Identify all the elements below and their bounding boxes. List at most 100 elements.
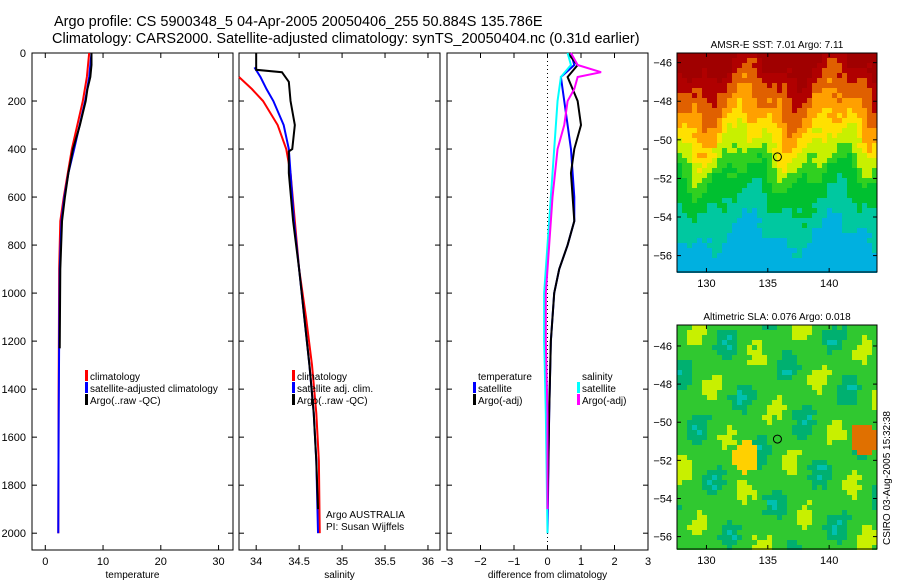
map-cell [742, 430, 747, 435]
map-cell [677, 133, 682, 138]
map-cell [767, 470, 772, 475]
map-cell [862, 470, 867, 475]
map-cell [752, 108, 757, 113]
map-cell [867, 193, 872, 198]
map-cell [817, 480, 822, 485]
map-cell [802, 173, 807, 178]
map-cell [762, 128, 767, 133]
map-cell [732, 525, 737, 530]
map-cell [757, 385, 762, 390]
map-cell [742, 123, 747, 128]
map-cell [687, 188, 692, 193]
map-cell [822, 113, 827, 118]
map-cell [717, 108, 722, 113]
map-cell [692, 83, 697, 88]
map-cell [727, 208, 732, 213]
map-cell [837, 73, 842, 78]
map-cell [837, 485, 842, 490]
map-cell [802, 108, 807, 113]
map-cell [767, 520, 772, 525]
map-cell [767, 133, 772, 138]
map-cell [827, 485, 832, 490]
map-cell [802, 198, 807, 203]
map-cell [707, 515, 712, 520]
map-cell [782, 153, 787, 158]
map-cell [747, 63, 752, 68]
map-cell [747, 108, 752, 113]
map-cell [792, 88, 797, 93]
map-cell [857, 163, 862, 168]
map-cell [867, 68, 872, 73]
map-cell [802, 103, 807, 108]
map-cell [832, 370, 837, 375]
map-cell [747, 223, 752, 228]
map-cell [817, 500, 822, 505]
map-cell [692, 163, 697, 168]
map-cell [822, 485, 827, 490]
map-cell [827, 345, 832, 350]
map-cell [822, 345, 827, 350]
map-cell [812, 450, 817, 455]
map-cell [767, 430, 772, 435]
map-cell [692, 78, 697, 83]
map-cell [717, 520, 722, 525]
map-cell [792, 505, 797, 510]
map-cell [807, 505, 812, 510]
map-cell [697, 258, 702, 263]
map-cell [727, 535, 732, 540]
x-tick-label: −2 [474, 556, 487, 568]
map-cell [772, 545, 777, 550]
map-cell [697, 123, 702, 128]
map-cell [817, 540, 822, 545]
map-cell [797, 355, 802, 360]
map-cell [777, 340, 782, 345]
map-cell [832, 108, 837, 113]
map-cell [777, 98, 782, 103]
map-cell [797, 258, 802, 263]
map-cell [747, 450, 752, 455]
map-cell [807, 88, 812, 93]
map-cell [747, 148, 752, 153]
map-cell [677, 415, 682, 420]
map-cell [857, 143, 862, 148]
map-cell [817, 465, 822, 470]
map-cell [682, 385, 687, 390]
map-cell [857, 263, 862, 268]
map-cell [852, 148, 857, 153]
map-cell [732, 430, 737, 435]
map-cell [812, 128, 817, 133]
map-cell [677, 410, 682, 415]
map-cell [837, 148, 842, 153]
map-cell [727, 435, 732, 440]
map-cell [692, 153, 697, 158]
map-cell [687, 390, 692, 395]
map-cell [692, 475, 697, 480]
map-cell [827, 248, 832, 253]
map-cell [787, 203, 792, 208]
map-cell [847, 510, 852, 515]
map-cell [787, 218, 792, 223]
map-cell [727, 385, 732, 390]
map-cell [872, 53, 877, 58]
map-cell [832, 248, 837, 253]
map-cell [772, 340, 777, 345]
map-cell [827, 103, 832, 108]
x-tick-label: 34 [250, 556, 262, 568]
map-cell [687, 98, 692, 103]
map-cell [727, 223, 732, 228]
map-cell [857, 325, 862, 330]
map-cell [837, 263, 842, 268]
map-cell [777, 243, 782, 248]
map-cell [782, 158, 787, 163]
map-cell [802, 505, 807, 510]
map-cell [677, 108, 682, 113]
map-cell [702, 163, 707, 168]
map-cell [787, 83, 792, 88]
map-cell [712, 268, 717, 273]
map-cell [752, 460, 757, 465]
map-cell [702, 238, 707, 243]
map-cell [762, 480, 767, 485]
map-cell [737, 500, 742, 505]
map-cell [872, 128, 877, 133]
map-cell [767, 213, 772, 218]
